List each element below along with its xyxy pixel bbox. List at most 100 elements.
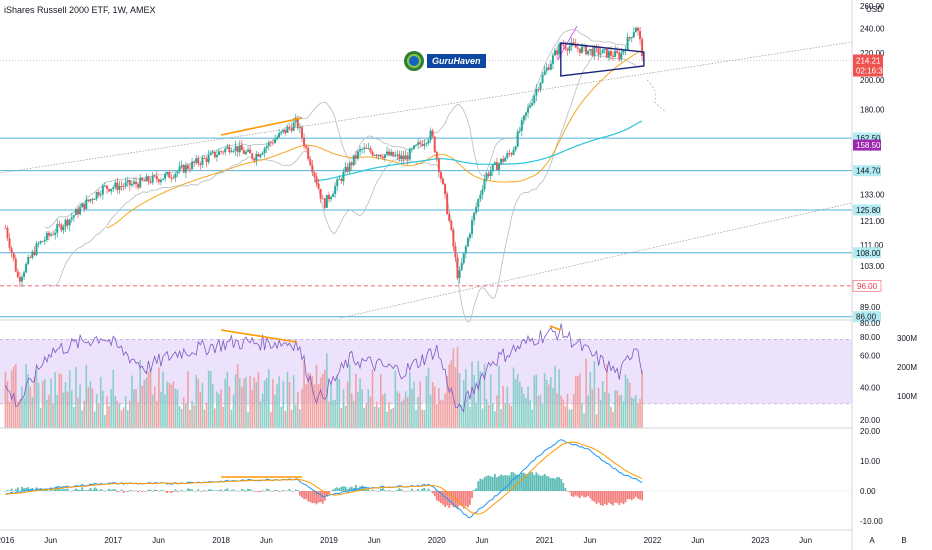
volume-bar: [267, 369, 270, 428]
macd-histogram-bar: [618, 491, 621, 506]
candle-body: [257, 154, 260, 157]
macd-histogram-bar: [307, 491, 310, 502]
volume-bar: [220, 389, 222, 428]
macd-histogram-bar: [518, 474, 521, 491]
volume-bar: [91, 388, 94, 428]
time-tick-label: 2018: [212, 536, 230, 545]
volume-bar: [139, 359, 142, 428]
macd-histogram-bar: [290, 491, 293, 492]
macd-histogram-bar: [431, 491, 434, 494]
macd-histogram-bar: [448, 491, 451, 508]
macd-histogram-bar: [211, 490, 214, 491]
volume-bar: [589, 372, 592, 428]
macd-histogram-bar: [278, 491, 281, 492]
candle-body: [589, 48, 592, 51]
candle-body: [348, 162, 351, 172]
candle-body: [159, 179, 162, 183]
volume-bar: [145, 377, 148, 428]
macd-histogram-bar: [361, 485, 364, 491]
macd-histogram-bar: [427, 488, 430, 491]
macd-histogram-bar: [622, 491, 625, 505]
macd-histogram-bar: [634, 491, 637, 497]
candle-body: [309, 158, 312, 166]
volume-bar: [568, 409, 571, 428]
macd-histogram-bar: [610, 491, 612, 505]
volume-bar: [305, 384, 307, 428]
macd-histogram-bar: [442, 491, 444, 505]
macd-histogram-bar: [373, 490, 376, 491]
macd-histogram-bar: [502, 475, 505, 491]
macd-histogram-bar: [417, 488, 420, 491]
macd-histogram-bar: [184, 491, 187, 492]
candle-body: [524, 112, 527, 116]
macd-histogram-bar: [180, 489, 183, 491]
last-price-label: 214.21: [856, 57, 881, 66]
candle-body: [176, 171, 179, 174]
macd-histogram-bar: [91, 490, 94, 491]
volume-bar: [182, 397, 185, 428]
volume-bar: [211, 384, 214, 428]
volume-bar: [70, 390, 73, 428]
macd-histogram-bar: [429, 490, 432, 492]
candle-body: [458, 270, 461, 279]
volume-bar: [311, 376, 314, 428]
volume-bar: [574, 375, 577, 428]
macd-histogram-bar: [176, 491, 179, 493]
candle-body: [439, 172, 442, 179]
macd-histogram-bar: [437, 491, 440, 502]
macd-histogram-bar: [632, 491, 635, 499]
macd-tick-label: 20.00: [860, 427, 881, 436]
candle-body: [593, 46, 596, 56]
time-tick-label: Jun: [368, 536, 381, 545]
macd-histogram-bar: [348, 487, 351, 491]
macd-histogram-bar: [230, 490, 233, 491]
macd-histogram-bar: [128, 490, 131, 491]
volume-bar: [608, 393, 610, 428]
volume-bar: [137, 402, 139, 428]
candle-body: [286, 126, 289, 133]
macd-histogram-bar: [143, 491, 146, 492]
candle-body: [8, 238, 11, 248]
candle-body: [340, 178, 343, 182]
macd-histogram-bar: [106, 490, 108, 492]
candle-body: [95, 192, 98, 199]
macd-histogram-bar: [589, 491, 592, 499]
candle-body: [114, 182, 117, 188]
volume-bar: [68, 370, 71, 428]
candle-body: [128, 180, 131, 186]
candle-body: [373, 154, 376, 156]
macd-histogram-bar: [81, 487, 84, 491]
volume-bar: [560, 395, 563, 428]
candle-body: [473, 212, 476, 221]
volume-bar: [201, 382, 204, 428]
candle-body: [288, 126, 291, 128]
macd-histogram-bar: [319, 491, 322, 503]
candle-body: [537, 89, 540, 90]
candle-body: [506, 153, 509, 158]
volume-bar: [512, 367, 515, 428]
volume-bar: [27, 374, 30, 428]
volume-bar: [373, 406, 376, 428]
macd-histogram-bar: [301, 491, 303, 498]
time-tick-label: 2016: [0, 536, 15, 545]
volume-bar: [238, 378, 241, 428]
macd-histogram-bar: [440, 491, 442, 504]
volume-bar: [369, 396, 372, 428]
volume-bar: [99, 376, 102, 428]
macd-histogram-bar: [527, 473, 529, 491]
volume-bar: [494, 411, 496, 428]
price-tick-label: 133.00: [860, 190, 885, 199]
volume-bar: [228, 386, 231, 428]
candle-body: [466, 237, 469, 247]
volume-bar: [106, 396, 108, 428]
volume-bar: [591, 389, 594, 428]
volume-bar: [4, 371, 7, 428]
volume-bar: [361, 389, 363, 428]
volume-bar: [153, 386, 156, 428]
volume-bar: [406, 396, 409, 428]
macd-histogram-bar: [328, 491, 330, 494]
candle-body: [240, 145, 243, 151]
candle-body: [4, 227, 7, 229]
volume-bar: [386, 411, 388, 428]
